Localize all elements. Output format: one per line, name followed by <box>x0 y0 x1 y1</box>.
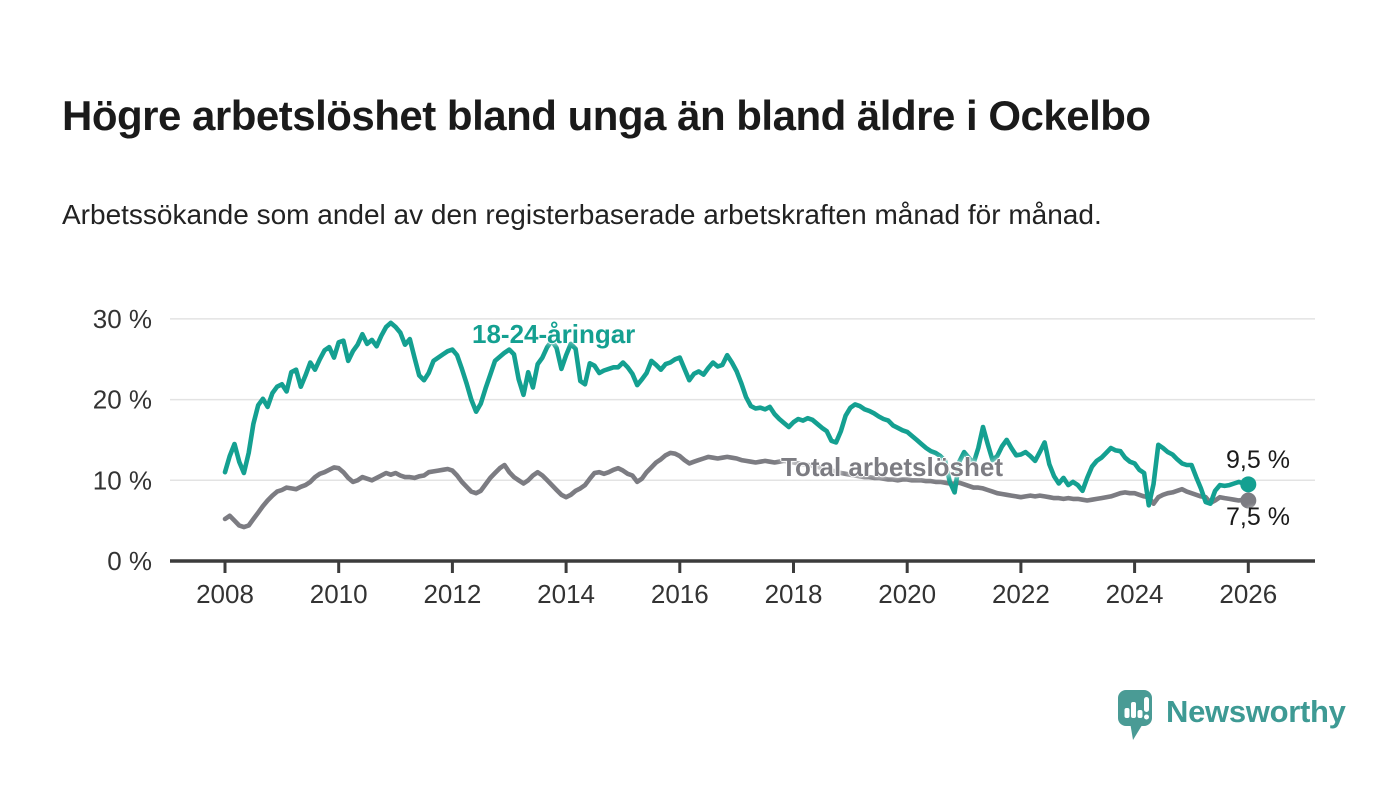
x-tick-label: 2010 <box>310 579 368 609</box>
newsworthy-wordmark: Newsworthy <box>1166 694 1346 729</box>
end-value-label-young: 9,5 % <box>1226 446 1290 474</box>
line-total-arbetslöshet <box>222 450 1251 530</box>
series-label-total: Total arbetslöshet <box>781 452 1004 482</box>
end-dot <box>1240 476 1257 493</box>
line-18-24-åringar <box>222 320 1251 508</box>
x-tick-label: 2022 <box>992 579 1050 609</box>
newsworthy-icon <box>1118 690 1152 740</box>
x-tick-label: 2014 <box>537 579 595 609</box>
x-tick-label: 2016 <box>651 579 709 609</box>
series-label-young: 18-24-åringar <box>472 319 636 349</box>
y-tick-label: 0 % <box>107 546 152 576</box>
end-value-label-total: 7,5 % <box>1226 503 1290 531</box>
x-tick-label: 2018 <box>765 579 823 609</box>
chart-title: Högre arbetslöshet bland unga än bland ä… <box>62 92 1151 140</box>
chart-subtitle: Arbetssökande som andel av den registerb… <box>62 199 1102 230</box>
end-dot <box>1240 492 1257 509</box>
x-tick-label: 2020 <box>878 579 936 609</box>
newsworthy-logo: Newsworthy <box>1116 688 1346 744</box>
y-tick-label: 10 % <box>93 465 152 495</box>
y-tick-label: 20 % <box>93 385 152 415</box>
x-tick-label: 2008 <box>196 579 254 609</box>
x-tick-label: 2026 <box>1219 579 1277 609</box>
y-tick-label: 30 % <box>93 304 152 334</box>
x-tick-label: 2012 <box>423 579 481 609</box>
x-tick-label: 2024 <box>1106 579 1164 609</box>
